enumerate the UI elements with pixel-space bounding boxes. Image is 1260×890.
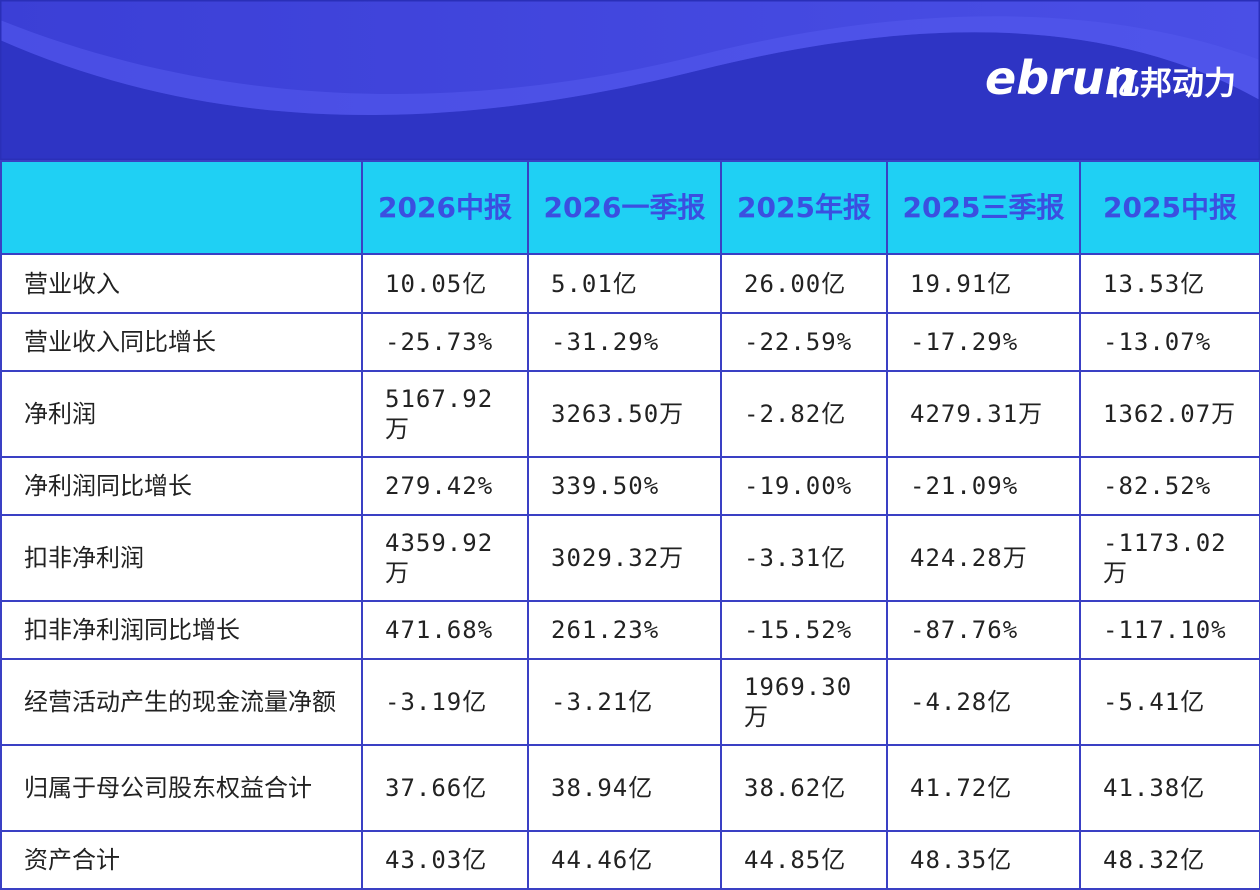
- value-cell: 3029.32万: [527, 514, 722, 602]
- row-label: 营业收入同比增长: [0, 312, 363, 372]
- value-cell: -2.82亿: [720, 370, 888, 458]
- header-cell-empty: [0, 160, 363, 255]
- value-cell: 43.03亿: [361, 830, 529, 890]
- row-label: 扣非净利润同比增长: [0, 600, 363, 660]
- value-cell: 4279.31万: [886, 370, 1081, 458]
- row-label: 扣非净利润: [0, 514, 363, 602]
- value-cell: 48.35亿: [886, 830, 1081, 890]
- value-cell: -3.31亿: [720, 514, 888, 602]
- header-cell: 2026中报: [361, 160, 529, 255]
- value-cell: 10.05亿: [361, 253, 529, 314]
- row-label: 净利润: [0, 370, 363, 458]
- value-cell: -19.00%: [720, 456, 888, 516]
- value-cell: -117.10%: [1079, 600, 1260, 660]
- value-cell: 261.23%: [527, 600, 722, 660]
- table-row: 营业收入同比增长 -25.73% -31.29% -22.59% -17.29% -13.…: [0, 312, 1260, 372]
- value-cell: -22.59%: [720, 312, 888, 372]
- value-cell: -31.29%: [527, 312, 722, 372]
- value-cell: 13.53亿: [1079, 253, 1260, 314]
- row-label: 归属于母公司股东权益合计: [0, 744, 363, 832]
- value-cell: 4359.92万: [361, 514, 529, 602]
- banner: ebrun 亿邦动力: [0, 0, 1260, 160]
- table-row: 扣非净利润 4359.92万 3029.32万 -3.31亿 424.28万 -1173.…: [0, 514, 1260, 602]
- value-cell: 37.66亿: [361, 744, 529, 832]
- value-cell: 1362.07万: [1079, 370, 1260, 458]
- table-row: 资产合计 43.03亿 44.46亿 44.85亿 48.35亿 48.32亿: [0, 830, 1260, 890]
- table-row: 扣非净利润同比增长 471.68% 261.23% -15.52% -87.76% -11…: [0, 600, 1260, 660]
- table-row: 净利润同比增长 279.42% 339.50% -19.00% -21.09% -82.5…: [0, 456, 1260, 516]
- header-row: 2026中报 2026一季报 2025年报 2025三季报 2025中报: [0, 160, 1260, 255]
- value-cell: 48.32亿: [1079, 830, 1260, 890]
- data-table: 2026中报 2026一季报 2025年报 2025三季报 2025中报 营业收入 10.0…: [0, 160, 1260, 890]
- row-label: 净利润同比增长: [0, 456, 363, 516]
- value-cell: 19.91亿: [886, 253, 1081, 314]
- logo-latin: ebrun: [985, 51, 1137, 105]
- value-cell: 44.46亿: [527, 830, 722, 890]
- value-cell: -15.52%: [720, 600, 888, 660]
- value-cell: 5167.92万: [361, 370, 529, 458]
- value-cell: -82.52%: [1079, 456, 1260, 516]
- value-cell: -87.76%: [886, 600, 1081, 660]
- table-row: 净利润 5167.92万 3263.50万 -2.82亿 4279.31万 1362.07…: [0, 370, 1260, 458]
- value-cell: 41.38亿: [1079, 744, 1260, 832]
- table-row: 营业收入 10.05亿 5.01亿 26.00亿 19.91亿 13.53亿: [0, 253, 1260, 314]
- value-cell: -3.19亿: [361, 658, 529, 746]
- logo-chinese: 亿邦动力: [1108, 64, 1236, 102]
- value-cell: -13.07%: [1079, 312, 1260, 372]
- value-cell: 1969.30万: [720, 658, 888, 746]
- value-cell: -3.21亿: [527, 658, 722, 746]
- value-cell: 38.94亿: [527, 744, 722, 832]
- value-cell: -17.29%: [886, 312, 1081, 372]
- value-cell: 279.42%: [361, 456, 529, 516]
- value-cell: 5.01亿: [527, 253, 722, 314]
- table-row: 归属于母公司股东权益合计 37.66亿 38.94亿 38.62亿 41.72亿 41.3…: [0, 744, 1260, 832]
- value-cell: -5.41亿: [1079, 658, 1260, 746]
- value-cell: 44.85亿: [720, 830, 888, 890]
- row-label: 资产合计: [0, 830, 363, 890]
- row-label: 经营活动产生的现金流量净额: [0, 658, 363, 746]
- value-cell: 38.62亿: [720, 744, 888, 832]
- value-cell: 339.50%: [527, 456, 722, 516]
- value-cell: -21.09%: [886, 456, 1081, 516]
- value-cell: -4.28亿: [886, 658, 1081, 746]
- table-row: 经营活动产生的现金流量净额 -3.19亿 -3.21亿 1969.30万 -4.28亿 -…: [0, 658, 1260, 746]
- header-cell: 2025三季报: [886, 160, 1081, 255]
- value-cell: 41.72亿: [886, 744, 1081, 832]
- value-cell: 3263.50万: [527, 370, 722, 458]
- value-cell: -25.73%: [361, 312, 529, 372]
- value-cell: 424.28万: [886, 514, 1081, 602]
- row-label: 营业收入: [0, 253, 363, 314]
- header-cell: 2025年报: [720, 160, 888, 255]
- header-cell: 2026一季报: [527, 160, 722, 255]
- value-cell: -1173.02万: [1079, 514, 1260, 602]
- value-cell: 26.00亿: [720, 253, 888, 314]
- value-cell: 471.68%: [361, 600, 529, 660]
- header-cell: 2025中报: [1079, 160, 1260, 255]
